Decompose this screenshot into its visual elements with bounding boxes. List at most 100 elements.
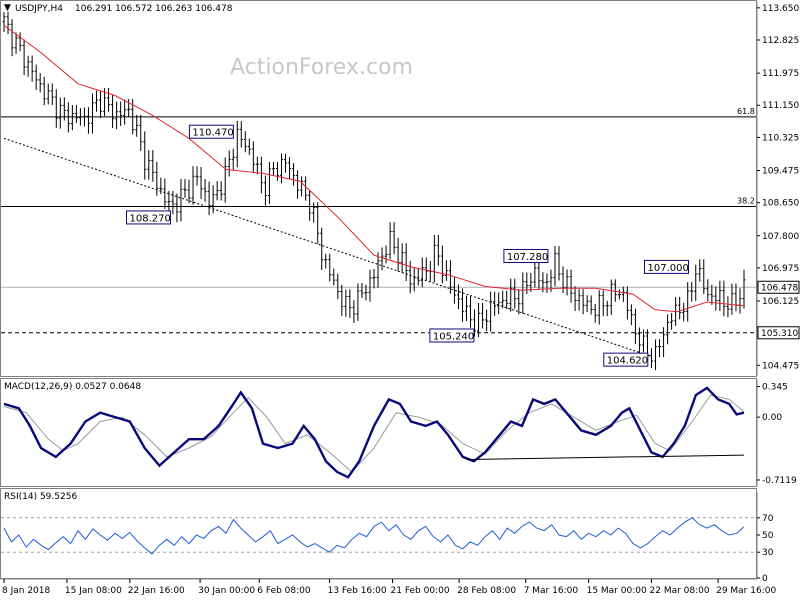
price-annotation-box [603, 352, 649, 367]
candle-bar [613, 279, 617, 302]
candle-bar [662, 327, 666, 358]
price-annotation: 107.000 [644, 259, 689, 274]
candle-bar [10, 19, 14, 57]
candle-bar [392, 222, 396, 255]
price-tick-label: 111.975 [762, 69, 799, 79]
candle-bar [537, 259, 541, 289]
candle-bar [259, 156, 263, 194]
price-annotation-text: 105.240 [433, 331, 474, 342]
candle-bar [275, 162, 279, 182]
price-tick-label: 106.975 [762, 264, 799, 274]
candle-bar [239, 120, 243, 148]
price-tick-label: 111.150 [762, 101, 799, 111]
collapse-arrow-icon[interactable]: ▼ [4, 3, 11, 13]
candle-bar [195, 166, 199, 186]
candle-bar [577, 289, 581, 311]
candle-bar [348, 289, 352, 318]
price-level-tag: 106.478 [757, 280, 800, 294]
price-tick-label: 109.475 [762, 166, 799, 176]
candle-bar [617, 289, 621, 300]
candle-bar [533, 259, 537, 288]
candle-bar [74, 104, 78, 124]
candle-bar [340, 284, 344, 316]
rsi-tick-label: 50 [762, 531, 774, 541]
candle-bar [86, 107, 90, 134]
candle-bar [505, 290, 509, 310]
candle-bar [408, 260, 412, 294]
candle-bar [412, 267, 416, 292]
candle-bar [501, 290, 505, 309]
candle-bar [388, 222, 392, 260]
time-tick-label: 22 Mar 08:00 [650, 586, 710, 596]
candle-bar [179, 178, 183, 222]
price-tick-label: 113.650 [762, 4, 799, 14]
candle-bar [308, 190, 312, 221]
macd-panel: MACD(12,26,9) 0.0527 0.0648 0.345 0.00 -0.… [0, 378, 797, 487]
candle-bar [525, 272, 529, 295]
candle-bar [127, 98, 131, 117]
candle-bar [448, 260, 452, 294]
price-annotation-text: 108.270 [130, 213, 171, 224]
rsi-tick-label: 30 [762, 548, 774, 558]
candle-bar [163, 178, 167, 209]
candle-bar [135, 114, 139, 137]
candle-bar [621, 286, 625, 302]
price-annotation: 107.280 [503, 249, 549, 264]
candle-bar [99, 90, 103, 119]
time-axis: 8 Jan 2018 15 Jan 08:00 22 Jan 16:00 30 Jan… [0, 578, 776, 596]
candle-bar [585, 295, 589, 313]
candle-bar [227, 150, 231, 177]
candle-bar [738, 288, 742, 314]
candle-bar [460, 288, 464, 322]
ohlc-label: 106.291 106.572 106.263 106.478 [75, 4, 233, 14]
price-tick-label: 107.800 [762, 232, 799, 242]
trendline [3, 137, 652, 357]
candle-bar [565, 269, 569, 296]
candle-bar [267, 161, 271, 204]
candle-bar [637, 327, 641, 355]
rsi-tick-label: 70 [762, 514, 774, 524]
price-annotation-text: 104.620 [607, 356, 648, 367]
candle-bar [54, 89, 58, 128]
candle-bar [18, 32, 22, 52]
candle-bar [722, 280, 726, 317]
candle-bar [456, 284, 460, 310]
time-tick-label: 29 Mar 16:00 [716, 586, 776, 596]
candle-bar [139, 114, 143, 151]
candle-bar [243, 131, 247, 153]
candle-bar [103, 88, 107, 117]
candle-bar [30, 55, 34, 82]
candle-bar [625, 286, 629, 320]
price-panel: ActionForex.com ▼ USDJPY,H4 106.291 106.… [0, 0, 800, 377]
candle-bar [211, 185, 215, 214]
candle-bar [155, 161, 159, 196]
candle-bar [436, 234, 440, 266]
candle-bar [384, 245, 388, 264]
symbol-label: USDJPY,H4 [15, 4, 63, 14]
price-annotation-text: 107.000 [648, 263, 689, 274]
candle-bar [203, 179, 207, 202]
candle-bar [34, 64, 38, 90]
rsi-line [3, 517, 745, 555]
candle-bar [416, 267, 420, 286]
candle-bar [698, 259, 702, 282]
candle-bar [686, 282, 690, 322]
candle-bar [557, 246, 561, 281]
price-annotation-text: 107.280 [507, 252, 548, 263]
candle-bar [561, 266, 565, 294]
candle-bar [312, 202, 316, 223]
fib-level-label: 38.2 [737, 197, 755, 206]
candle-bar [513, 278, 517, 309]
candle-bar [38, 73, 42, 93]
candle-bar [452, 276, 456, 304]
time-tick-label: 22 Jan 16:00 [128, 586, 185, 596]
candle-bar [372, 268, 376, 289]
price-annotation-box [644, 259, 689, 274]
price-annotation-text: 110.470 [192, 128, 233, 139]
candle-bar [247, 138, 251, 156]
candle-bar [62, 97, 66, 121]
macd-tick-label: 0.00 [762, 413, 782, 423]
macd-trendline [466, 454, 745, 460]
candle-bar [171, 190, 175, 215]
